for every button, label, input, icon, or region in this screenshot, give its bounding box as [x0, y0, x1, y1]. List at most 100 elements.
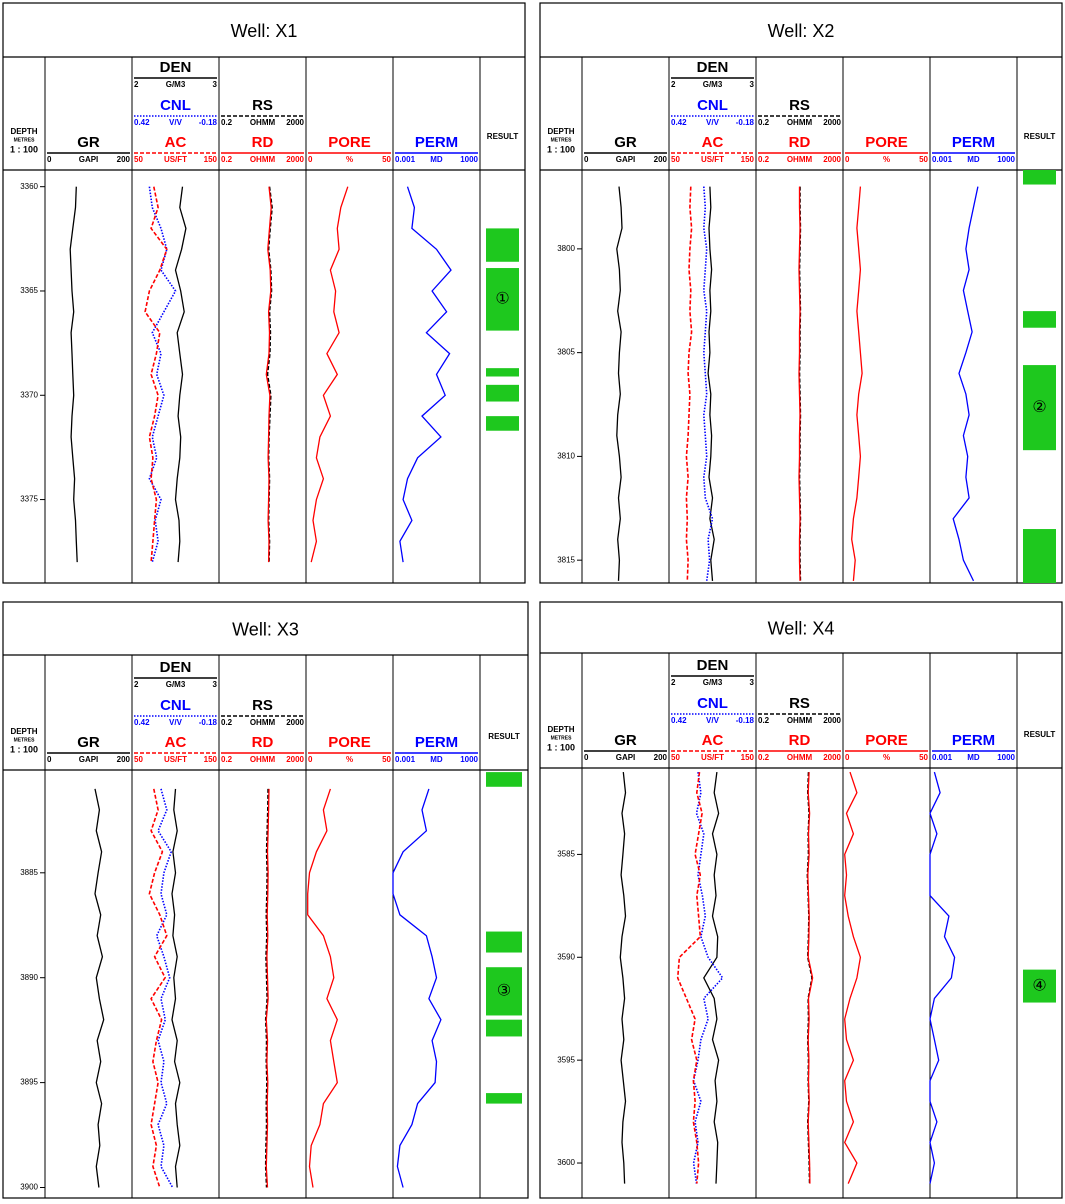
scale-unit: OHMM: [250, 755, 276, 764]
scale-max: 3: [750, 678, 755, 687]
curve-name: RD: [252, 734, 274, 751]
scale-max: 2000: [286, 755, 304, 764]
scale-unit: OHMM: [787, 753, 813, 762]
curve-name: RD: [252, 134, 274, 151]
scale-max: -0.18: [736, 716, 755, 725]
scale-max: 3: [213, 680, 218, 689]
depth-unit: METRES: [551, 735, 573, 741]
scale-max: 200: [117, 155, 131, 164]
log-curve: [155, 788, 174, 1188]
scale-min: 0: [308, 155, 313, 164]
scale-min: 0.2: [758, 716, 770, 725]
scale-min: 0.2: [758, 118, 770, 127]
scale-min: 0.2: [221, 155, 233, 164]
scale-unit: %: [346, 155, 353, 164]
curve-name: DEN: [697, 59, 729, 76]
scale-min: 0: [845, 753, 850, 762]
scale-max: 2000: [823, 753, 841, 762]
zone-label: ①: [495, 291, 509, 308]
log-curve: [952, 186, 979, 582]
scale-unit: G/M3: [166, 80, 186, 89]
depth-label: DEPTH: [10, 727, 37, 736]
curve-name: CNL: [697, 97, 728, 114]
scale-unit: OHMM: [787, 716, 813, 725]
log-curve: [307, 788, 339, 1188]
scale-min: 50: [134, 155, 143, 164]
scale-unit: %: [883, 155, 890, 164]
scale-unit: US/FT: [164, 755, 187, 764]
curve-name: DEN: [697, 657, 729, 674]
scale-max: 2000: [823, 155, 841, 164]
depth-tick-label: 3585: [557, 850, 575, 859]
result-zone: [1023, 170, 1056, 185]
scale-max: 2000: [286, 718, 304, 727]
depth-scale: 1 : 100: [10, 744, 38, 754]
scale-max: 200: [654, 155, 668, 164]
curve-name: AC: [165, 134, 187, 151]
log-curve: [69, 186, 78, 563]
scale-unit: OHMM: [250, 718, 276, 727]
scale-max: 150: [204, 155, 218, 164]
curve-name: PORE: [865, 134, 908, 151]
scale-unit: OHMM: [787, 118, 813, 127]
log-curve: [807, 772, 814, 1184]
zone-label: ②: [1032, 399, 1046, 416]
depth-tick-label: 3815: [557, 555, 575, 564]
scale-min: 0.2: [758, 155, 770, 164]
panel-frame: [2, 2, 526, 584]
scale-unit: US/FT: [701, 753, 724, 762]
scale-max: 3: [750, 80, 755, 89]
curve-name: PORE: [328, 734, 371, 751]
curve-name: CNL: [160, 697, 191, 714]
curve-name: GR: [77, 734, 100, 751]
scale-min: 0: [584, 753, 589, 762]
depth-scale: 1 : 100: [547, 144, 575, 154]
scale-max: 50: [919, 155, 928, 164]
depth-tick-label: 3805: [557, 348, 575, 357]
result-zone: [486, 1093, 522, 1104]
depth-unit: METRES: [14, 737, 36, 743]
depth-label: DEPTH: [547, 725, 574, 734]
scale-unit: G/M3: [166, 680, 186, 689]
curve-name: AC: [702, 732, 724, 749]
panel-frame: [539, 2, 1063, 584]
result-zone: [1023, 311, 1056, 328]
scale-min: 0.2: [221, 718, 233, 727]
scale-unit: MD: [967, 155, 980, 164]
zone-label: ④: [1032, 977, 1046, 994]
scale-max: 200: [654, 753, 668, 762]
scale-min: 0.001: [932, 753, 953, 762]
scale-min: 2: [134, 80, 139, 89]
scale-min: 50: [671, 753, 680, 762]
scale-min: 0: [47, 755, 52, 764]
scale-max: 2000: [823, 118, 841, 127]
curve-name: PERM: [952, 732, 995, 749]
scale-unit: OHMM: [250, 118, 276, 127]
scale-unit: MD: [967, 753, 980, 762]
curve-name: RS: [252, 97, 273, 114]
scale-max: 50: [382, 755, 391, 764]
scale-min: 2: [134, 680, 139, 689]
log-curve: [148, 788, 168, 1188]
curve-name: PORE: [328, 134, 371, 151]
log-curve: [399, 186, 452, 563]
result-zone: [486, 967, 522, 1016]
result-zone: [486, 772, 522, 787]
depth-tick-label: 3600: [557, 1158, 575, 1167]
log-curve: [851, 186, 863, 581]
zone-label: ③: [497, 983, 511, 1000]
scale-unit: V/V: [706, 716, 720, 725]
scale-max: 1000: [460, 155, 478, 164]
depth-label: DEPTH: [10, 127, 37, 136]
scale-min: 0: [584, 155, 589, 164]
depth-tick-label: 3900: [20, 1183, 38, 1192]
curve-name: AC: [702, 134, 724, 151]
panel-frame: [2, 601, 529, 1199]
scale-max: -0.18: [736, 118, 755, 127]
log-curve: [148, 186, 177, 563]
curve-name: GR: [614, 134, 637, 151]
result-zone: [486, 228, 519, 262]
curve-name: RS: [252, 697, 273, 714]
scale-min: 0.42: [134, 118, 150, 127]
